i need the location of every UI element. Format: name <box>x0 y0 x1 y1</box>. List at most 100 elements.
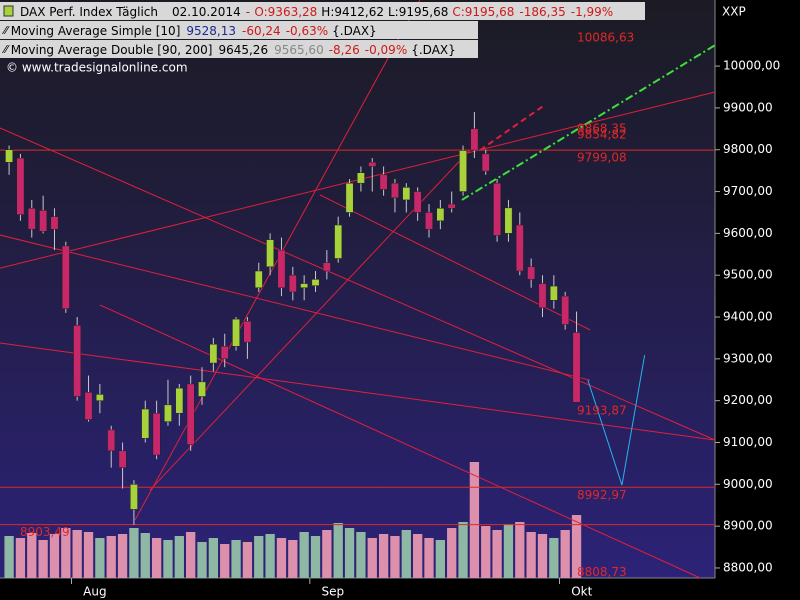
level-label: 9854,82 <box>577 127 627 141</box>
volume-bar <box>447 528 457 578</box>
copyright: © www.tradesignalonline.com <box>6 61 188 75</box>
volume-bar <box>208 538 219 578</box>
indicator-box <box>0 40 478 58</box>
candle-body <box>300 283 309 288</box>
level-label: 9868,35 <box>577 122 627 136</box>
volume-bar <box>265 534 275 578</box>
icon: ⁄⁄ <box>1 43 10 56</box>
candle-body <box>266 239 275 268</box>
y-tick-label: 9800,00 <box>723 142 773 156</box>
candle-body <box>470 128 479 151</box>
level-label: 8992,97 <box>577 488 627 502</box>
volume-bar <box>310 536 321 578</box>
indicator-name: Moving Average Simple [10] <box>11 24 181 38</box>
low: L:9195,68 <box>388 5 448 19</box>
indicator-change: -8,26 <box>329 43 360 57</box>
candle-body <box>368 162 377 167</box>
indicator-change-pct: -0,09% <box>365 43 407 57</box>
candle-body <box>175 387 184 414</box>
y-axis-background <box>715 0 800 600</box>
volume-bar <box>106 536 116 578</box>
candle-body <box>107 429 116 452</box>
volume-bar <box>49 534 60 578</box>
indicator-value: 9565,60 <box>274 43 324 57</box>
indicator-name: Moving Average Double [90, 200] <box>11 43 213 57</box>
candle-body <box>277 249 286 288</box>
volume-bar <box>424 538 434 578</box>
volume-bar <box>378 534 389 578</box>
volume-bar <box>469 462 480 578</box>
candle-body <box>402 187 411 201</box>
candle-body <box>73 325 82 397</box>
indicator-source: {.DAX} <box>332 24 377 38</box>
volume-bar <box>72 530 82 578</box>
candle-body <box>50 216 59 230</box>
high: H:9412,62 <box>321 5 384 19</box>
trend-line <box>0 127 716 441</box>
y-tick-label: 8800,00 <box>723 560 773 574</box>
date: 02.10.2014 <box>172 5 241 19</box>
candle-body <box>379 174 388 190</box>
instrument: DAX Perf. Index Täglich <box>20 5 158 19</box>
volume-bar <box>242 542 253 578</box>
candle-body <box>504 207 513 234</box>
volume-bar <box>492 530 502 578</box>
candle-body <box>152 412 161 456</box>
candle-body <box>493 182 501 236</box>
candle-body <box>61 245 70 309</box>
candle-body <box>561 295 570 325</box>
candle-body <box>198 381 206 397</box>
icon: ⁄⁄ <box>1 24 10 37</box>
volume-bar <box>412 534 423 578</box>
candle-body <box>27 208 36 230</box>
y-tick-label: 9600,00 <box>723 226 773 240</box>
volume-bar <box>333 523 343 578</box>
y-tick-label: 9100,00 <box>723 435 773 449</box>
trend-line <box>0 234 591 381</box>
volume-bar <box>174 536 184 578</box>
level-label: 8903,49 <box>20 525 70 539</box>
volume-bar <box>356 532 366 578</box>
indicator-line: ⁄⁄ Moving Average Simple [10] 9528,13 -60,2… <box>1 24 377 38</box>
volume-bar <box>288 540 298 578</box>
volume-bar <box>526 532 536 578</box>
volume-bar <box>61 528 71 578</box>
candle-body <box>186 383 195 445</box>
header-box <box>0 2 645 20</box>
legend-icon <box>3 5 14 17</box>
candle-body <box>391 182 399 199</box>
volume-bar <box>299 532 309 578</box>
candle-body <box>118 450 127 468</box>
y-tick-label: 9000,00 <box>723 477 773 491</box>
level-label: 8808,73 <box>577 565 627 579</box>
x-tick-label: Aug <box>83 585 106 599</box>
candle-body <box>515 224 524 272</box>
level-label: 10086,63 <box>577 30 634 44</box>
candle-body <box>243 320 252 343</box>
header: DAX Perf. Index Täglich 02.10.2014- O:9363… <box>0 2 645 75</box>
trend-line <box>587 354 646 486</box>
trend-line <box>134 0 421 521</box>
y-tick-label: 9500,00 <box>723 268 773 282</box>
y-tick-label: 9700,00 <box>723 184 773 198</box>
x-tick-label: Okt <box>571 585 592 599</box>
x-tick-label: Sep <box>322 585 345 599</box>
volume-bar <box>140 533 150 578</box>
y-tick-label: 10000,00 <box>723 59 780 73</box>
header-line: DAX Perf. Index Täglich 02.10.2014- O:9363… <box>20 5 613 19</box>
candle-body <box>413 191 422 213</box>
y-tick-label: 9900,00 <box>723 100 773 114</box>
axis-label: XXP <box>722 5 746 19</box>
volume-bar <box>458 522 468 578</box>
change-pct: -1,99% <box>571 5 613 19</box>
volume-bar <box>231 540 241 578</box>
trend-line <box>0 342 716 441</box>
candle-body <box>538 283 547 309</box>
candle-body <box>84 392 93 420</box>
volume-bar <box>322 530 332 578</box>
volume-bar <box>435 540 446 578</box>
volume-bar <box>481 526 491 578</box>
volume-bar <box>186 532 196 578</box>
